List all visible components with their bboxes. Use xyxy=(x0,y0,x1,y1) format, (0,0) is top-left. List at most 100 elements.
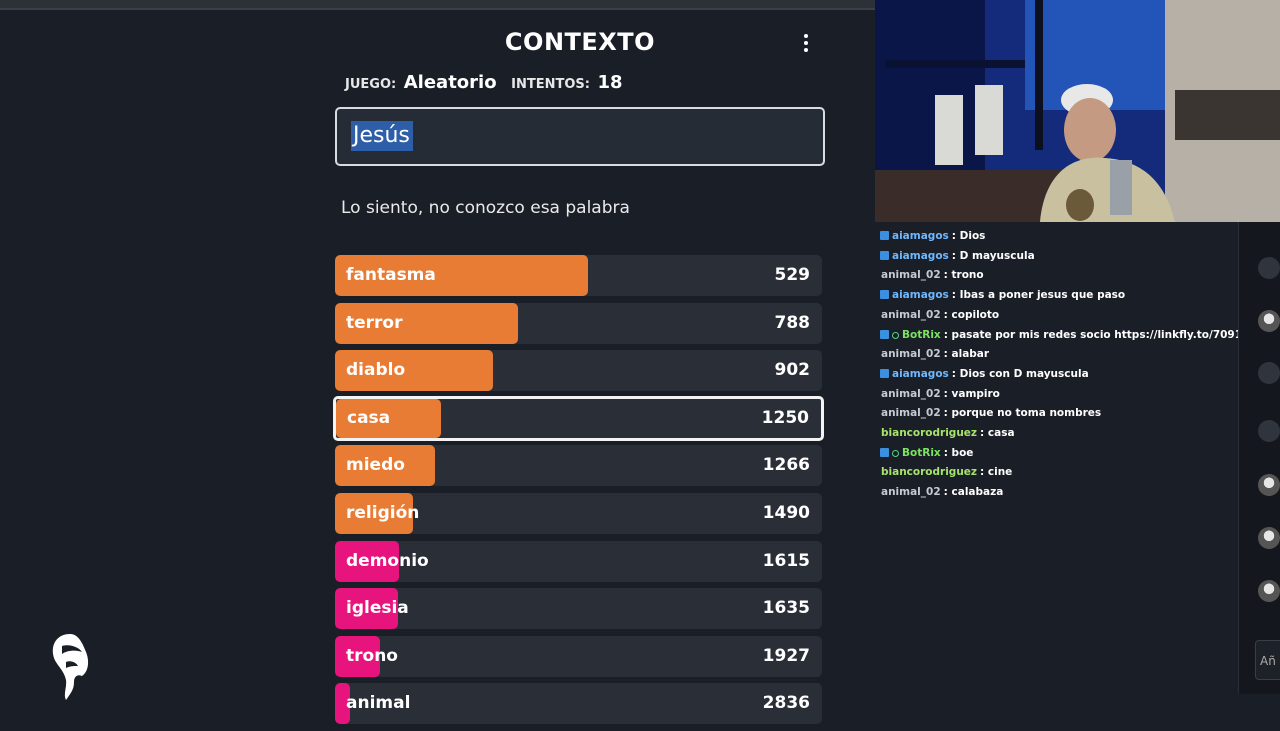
game-title: CONTEXTO xyxy=(504,28,656,56)
guess-row: fantasma 529 xyxy=(335,255,822,296)
attempts-label: INTENTOS: xyxy=(511,77,590,92)
chat-text: : boe xyxy=(943,446,974,459)
chat-message: aiamagos: Ibas a poner jesus que paso xyxy=(880,289,1125,301)
guess-word: miedo xyxy=(346,455,405,476)
avatar[interactable] xyxy=(1258,310,1280,332)
guess-row: casa 1250 xyxy=(333,395,824,441)
chat-username[interactable]: BotRix xyxy=(902,328,941,341)
chat-username[interactable]: animal_02 xyxy=(881,486,941,499)
chat-message: aiamagos: Dios xyxy=(880,230,985,242)
similarity-bar xyxy=(335,540,399,582)
chat-message: BotRix: pasate por mis redes socio https… xyxy=(880,329,1280,341)
similarity-bar xyxy=(335,588,398,630)
chat-username[interactable]: aiamagos xyxy=(892,367,949,380)
guess-word: terror xyxy=(346,312,403,333)
chat-username[interactable]: animal_02 xyxy=(881,387,941,400)
chat-text: : D mayuscula xyxy=(951,249,1035,262)
chat-message: animal_02: porque no toma nombres xyxy=(881,407,1101,419)
avatar[interactable] xyxy=(1258,362,1280,384)
guess-row: iglesia 1635 xyxy=(335,588,822,630)
chat-username[interactable]: BotRix xyxy=(902,446,941,459)
guess-row: religión 1490 xyxy=(335,492,822,534)
chat-username[interactable]: animal_02 xyxy=(881,348,941,361)
guess-rank: 529 xyxy=(774,265,811,285)
sub-badge-icon xyxy=(880,368,889,378)
chat-text: : Ibas a poner jesus que paso xyxy=(951,289,1126,302)
chat-username[interactable]: biancorodriguez xyxy=(881,427,978,439)
chat-message: biancorodriguez: casa xyxy=(881,427,1015,439)
chat-text: : cine xyxy=(980,466,1013,479)
sub-badge-icon xyxy=(880,329,889,339)
guess-word: trono xyxy=(346,645,398,666)
avatar[interactable] xyxy=(1258,527,1280,549)
chat-text: : casa xyxy=(980,427,1015,439)
chat-text: : pasate por mis redes socio https://lin… xyxy=(943,328,1280,341)
chat-username[interactable]: animal_02 xyxy=(881,269,941,282)
chat-text: : Dios xyxy=(951,230,986,242)
avatar[interactable] xyxy=(1258,580,1280,602)
contexto-game: CONTEXTO JUEGO: Aleatorio INTENTOS: 18 J… xyxy=(333,10,825,725)
attempts-value: 18 xyxy=(597,72,623,93)
guess-row: terror 788 xyxy=(335,302,822,344)
chat-username[interactable]: biancorodriguez xyxy=(881,466,978,479)
guess-rank: 788 xyxy=(774,312,811,333)
chat-username[interactable]: animal_02 xyxy=(881,407,941,420)
guess-row: trono 1927 xyxy=(335,635,822,677)
avatar[interactable] xyxy=(1258,257,1280,279)
guess-rank: 1266 xyxy=(762,455,810,476)
sub-badge-icon xyxy=(880,250,889,260)
guess-input-value: Jesús xyxy=(353,123,410,148)
chat-message: BotRix: boe xyxy=(880,447,973,459)
guess-input[interactable] xyxy=(335,107,825,166)
guess-word: religión xyxy=(346,502,420,523)
guess-row: diablo 902 xyxy=(335,350,822,392)
window-top-strip xyxy=(0,0,875,10)
guess-rank: 1490 xyxy=(762,502,810,523)
guess-rank: 1250 xyxy=(761,407,809,428)
more-options-icon[interactable] xyxy=(798,30,814,56)
mode-label: JUEGO: xyxy=(345,77,397,92)
chat-input[interactable]: Añ xyxy=(1255,640,1280,680)
guess-rank: 902 xyxy=(774,360,811,381)
similarity-bar xyxy=(335,635,380,677)
chat-message: animal_02: copiloto xyxy=(881,309,999,321)
guess-rank: 2836 xyxy=(762,693,810,714)
text-selection-highlight xyxy=(351,121,413,151)
guess-word: fantasma xyxy=(346,265,436,285)
similarity-bar xyxy=(335,492,413,534)
similarity-bar xyxy=(335,683,350,725)
chat-username[interactable]: aiamagos xyxy=(892,289,949,302)
avatar[interactable] xyxy=(1258,420,1280,442)
mode-value: Aleatorio xyxy=(403,72,497,93)
chat-text: : porque no toma nombres xyxy=(943,407,1102,420)
bot-badge-icon xyxy=(892,331,899,339)
chat-message: animal_02: calabaza xyxy=(881,486,1003,498)
guess-word: demonio xyxy=(346,550,429,571)
guess-row: animal 2836 xyxy=(335,683,822,725)
chat-message: animal_02: trono xyxy=(881,269,984,281)
guess-row: demonio 1615 xyxy=(335,540,822,582)
chat-username[interactable]: aiamagos xyxy=(892,230,949,242)
guess-rank: 1927 xyxy=(762,645,810,666)
webcam-scene xyxy=(875,0,1280,222)
chat-message: biancorodriguez: cine xyxy=(881,466,1012,478)
similarity-bar xyxy=(335,255,588,296)
chat-text: : copiloto xyxy=(943,308,1000,321)
chat-username[interactable]: animal_02 xyxy=(881,308,941,321)
guess-rank: 1635 xyxy=(762,598,810,619)
avatar[interactable] xyxy=(1258,474,1280,496)
guess-row: miedo 1266 xyxy=(335,445,822,487)
chat-panel: aiamagos: Dios aiamagos: D mayuscula anima… xyxy=(875,222,1280,720)
chat-text: : Dios con D mayuscula xyxy=(951,367,1089,380)
chat-message: aiamagos: Dios con D mayuscula xyxy=(880,368,1089,380)
guess-rank: 1615 xyxy=(762,550,810,571)
sub-badge-icon xyxy=(880,290,889,300)
guess-word: casa xyxy=(347,407,391,428)
channel-logo-icon xyxy=(52,634,89,700)
similarity-bar xyxy=(335,302,518,344)
chat-text: : calabaza xyxy=(943,486,1004,499)
chat-username[interactable]: aiamagos xyxy=(892,249,949,262)
webcam-feed xyxy=(875,0,1280,222)
status-message: Lo siento, no conozco esa palabra xyxy=(341,198,630,218)
guess-list: fantasma 529 terror 788 diablo 902 casa 1250 mie… xyxy=(333,255,825,731)
